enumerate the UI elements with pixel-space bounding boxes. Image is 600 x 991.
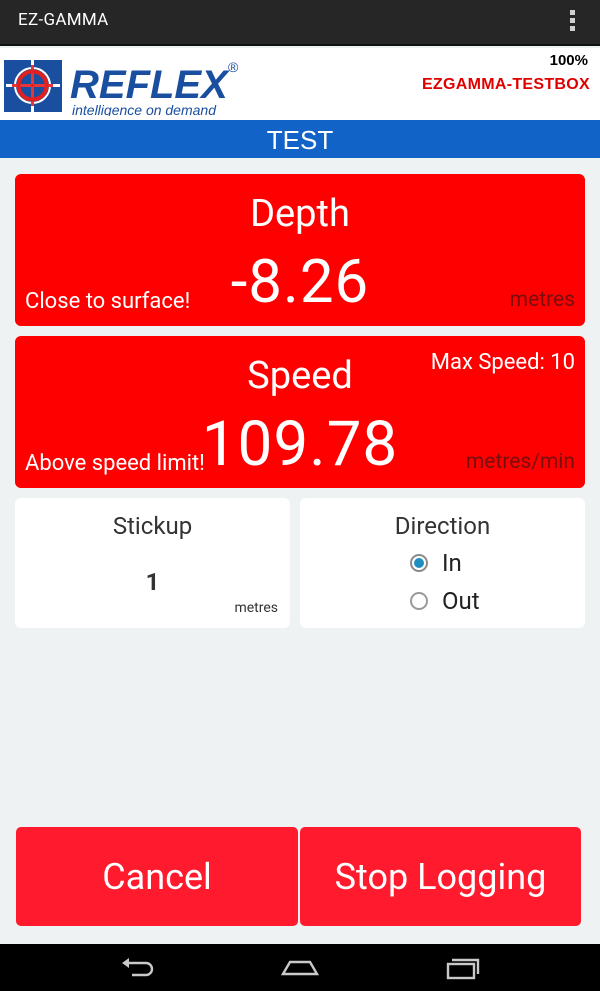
radio-in[interactable]: [410, 554, 428, 572]
device-name: EZGAMMA-TESTBOX: [421, 76, 590, 93]
direction-option-in-label: In: [442, 549, 462, 577]
speed-title: Speed: [247, 354, 353, 398]
speed-warning: Above speed limit!: [25, 451, 205, 476]
stickup-title: Stickup: [112, 512, 193, 540]
app-title: EZ-GAMMA: [18, 10, 109, 30]
speed-value: 109.78: [201, 408, 399, 481]
direction-option-out[interactable]: Out: [410, 586, 480, 616]
depth-title: Depth: [250, 192, 350, 236]
svg-text:®: ®: [228, 59, 239, 75]
depth-panel: Depth -8.26 Close to surface! metres: [15, 174, 585, 326]
mode-bar: TEST: [0, 120, 600, 158]
direction-card: Direction In Out: [300, 498, 585, 628]
depth-value: -8.26: [230, 246, 370, 317]
max-speed-label: Max Speed: 10: [430, 350, 575, 375]
speed-panel: Speed Max Speed: 10 109.78 Above speed l…: [15, 336, 585, 488]
brand-header: REFLEX ® intelligence on demand 100% EZG…: [0, 48, 600, 120]
recents-icon[interactable]: [442, 954, 482, 982]
stickup-value[interactable]: 1: [145, 568, 160, 596]
direction-option-in[interactable]: In: [410, 548, 462, 578]
overflow-menu-icon[interactable]: [568, 10, 576, 36]
action-bar: EZ-GAMMA: [0, 0, 600, 46]
radio-out[interactable]: [410, 592, 428, 610]
reflex-logo: REFLEX ® intelligence on demand: [4, 54, 239, 116]
direction-option-out-label: Out: [442, 587, 480, 615]
cancel-button[interactable]: Cancel: [16, 827, 298, 926]
battery-level: 100%: [549, 52, 588, 69]
stop-logging-button[interactable]: Stop Logging: [300, 827, 581, 926]
direction-title: Direction: [394, 512, 491, 540]
back-icon[interactable]: [118, 954, 158, 982]
stickup-unit: metres: [234, 600, 278, 616]
stickup-card[interactable]: Stickup 1 metres: [15, 498, 290, 628]
speed-unit: metres/min: [465, 450, 575, 474]
crosshair-logo-icon: [4, 54, 64, 116]
svg-text:REFLEX: REFLEX: [70, 63, 230, 107]
svg-text:intelligence on demand: intelligence on demand: [72, 102, 217, 116]
mode-label: TEST: [266, 125, 334, 155]
depth-unit: metres: [509, 288, 575, 312]
system-nav-bar: [0, 944, 600, 991]
depth-warning: Close to surface!: [25, 289, 191, 314]
home-icon[interactable]: [280, 954, 320, 982]
